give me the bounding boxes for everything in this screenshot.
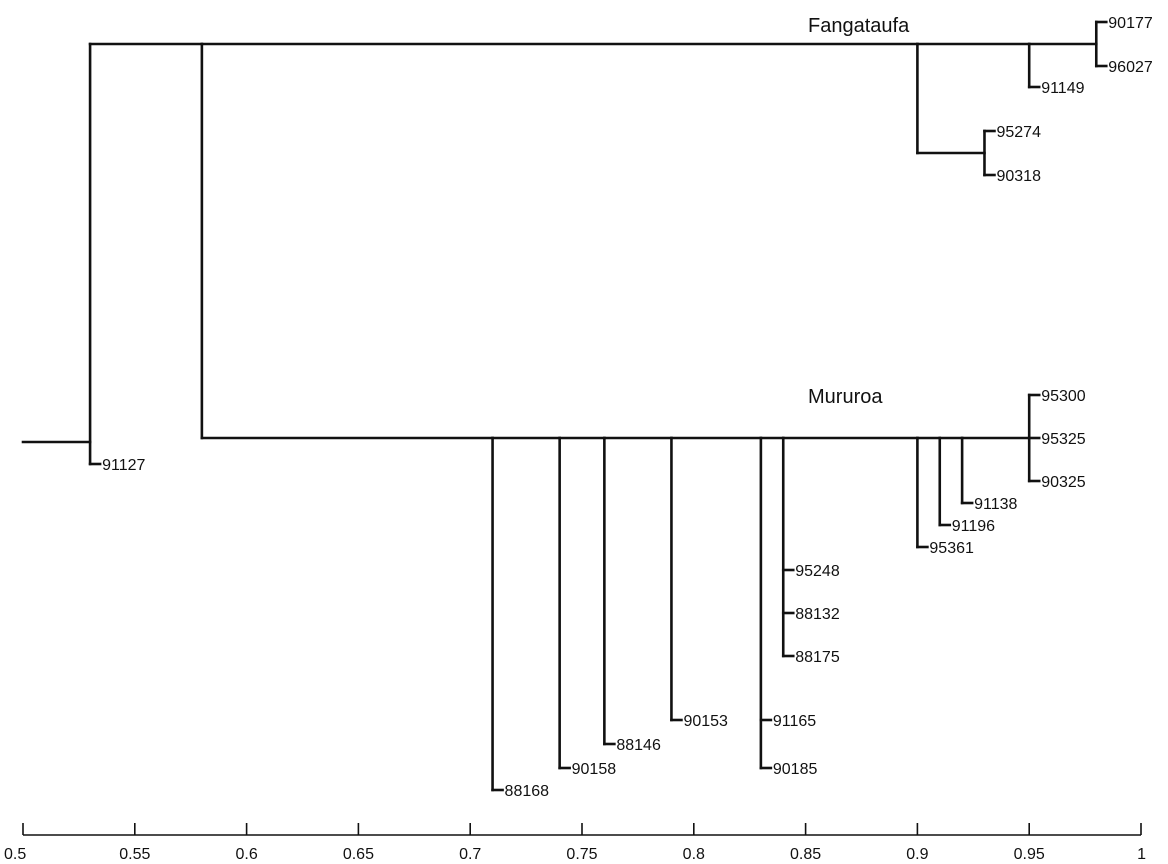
leaf-label-88146: 88146	[616, 737, 661, 754]
leaf-label-90185: 90185	[773, 761, 818, 778]
leaf-label-88175: 88175	[795, 649, 840, 666]
x-axis: 0.5 0.55 0.6 0.65 0.7 0.75 0.8 0.85 0.9 0.95 1	[4, 823, 1146, 863]
x-tick-label: 0.8	[683, 846, 705, 863]
x-tick-label: 0.5	[4, 846, 26, 863]
x-tick-label: 0.9	[906, 846, 928, 863]
leaf-label-91196: 91196	[952, 518, 995, 535]
leaf-label-90325: 90325	[1041, 474, 1086, 491]
x-axis-ticks: 0.5 0.55 0.6 0.65 0.7 0.75 0.8 0.85 0.9 0.95 1	[4, 823, 1146, 863]
dendrogram-branches	[21, 20, 1108, 792]
x-tick-label: 0.75	[566, 846, 597, 863]
leaf-label-96027: 96027	[1108, 59, 1153, 76]
x-tick-label: 1	[1137, 846, 1146, 863]
group-label-fangataufa: Fangataufa	[808, 15, 910, 37]
leaf-label-90177: 90177	[1108, 15, 1153, 32]
leaf-label-95274: 95274	[996, 124, 1041, 141]
x-tick-label: 0.55	[119, 846, 150, 863]
leaf-label-91127: 91127	[102, 457, 145, 474]
leaf-label-90158: 90158	[572, 761, 617, 778]
leaf-label-91138: 91138	[974, 496, 1017, 513]
leaf-labels: 90177 96027 91149 95274 90318 95300 95325 90325…	[102, 15, 1153, 800]
leaf-label-91149: 91149	[1041, 80, 1084, 97]
x-tick-label: 0.6	[235, 846, 257, 863]
x-tick-label: 0.85	[790, 846, 821, 863]
leaf-label-91165: 91165	[773, 713, 816, 730]
group-label-mururoa: Mururoa	[808, 386, 883, 408]
leaf-label-88132: 88132	[795, 606, 840, 623]
leaf-label-95300: 95300	[1041, 388, 1086, 405]
leaf-label-88168: 88168	[505, 783, 550, 800]
leaf-label-90318: 90318	[996, 168, 1041, 185]
x-tick-label: 0.95	[1014, 846, 1045, 863]
leaf-label-95248: 95248	[795, 563, 840, 580]
leaf-label-90153: 90153	[683, 713, 728, 730]
leaf-label-95325: 95325	[1041, 431, 1086, 448]
x-tick-label: 0.7	[459, 846, 481, 863]
leaf-label-95361: 95361	[929, 540, 974, 557]
x-tick-label: 0.65	[343, 846, 374, 863]
